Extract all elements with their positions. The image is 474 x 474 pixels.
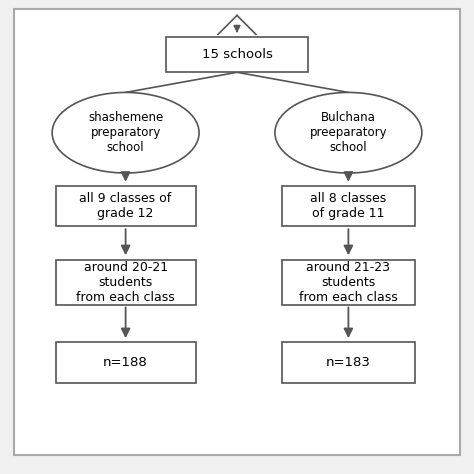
Bar bbox=[166, 37, 308, 72]
Text: 15 schools: 15 schools bbox=[201, 48, 273, 61]
Ellipse shape bbox=[275, 92, 422, 173]
Bar bbox=[282, 186, 415, 227]
Bar bbox=[282, 342, 415, 383]
Text: around 21-23
students
from each class: around 21-23 students from each class bbox=[299, 261, 398, 303]
Text: shashemene
preparatory
school: shashemene preparatory school bbox=[88, 111, 163, 154]
Bar bbox=[282, 260, 415, 305]
Bar bbox=[56, 260, 195, 305]
Ellipse shape bbox=[52, 92, 199, 173]
Bar bbox=[56, 342, 195, 383]
Text: n=188: n=188 bbox=[103, 356, 148, 369]
Text: Bulchana
preeparatory
school: Bulchana preeparatory school bbox=[310, 111, 387, 154]
Text: all 9 classes of
grade 12: all 9 classes of grade 12 bbox=[80, 192, 172, 220]
Text: all 8 classes
of grade 11: all 8 classes of grade 11 bbox=[310, 192, 386, 220]
Text: around 20-21
students
from each class: around 20-21 students from each class bbox=[76, 261, 175, 303]
Text: n=183: n=183 bbox=[326, 356, 371, 369]
Bar bbox=[56, 186, 195, 227]
